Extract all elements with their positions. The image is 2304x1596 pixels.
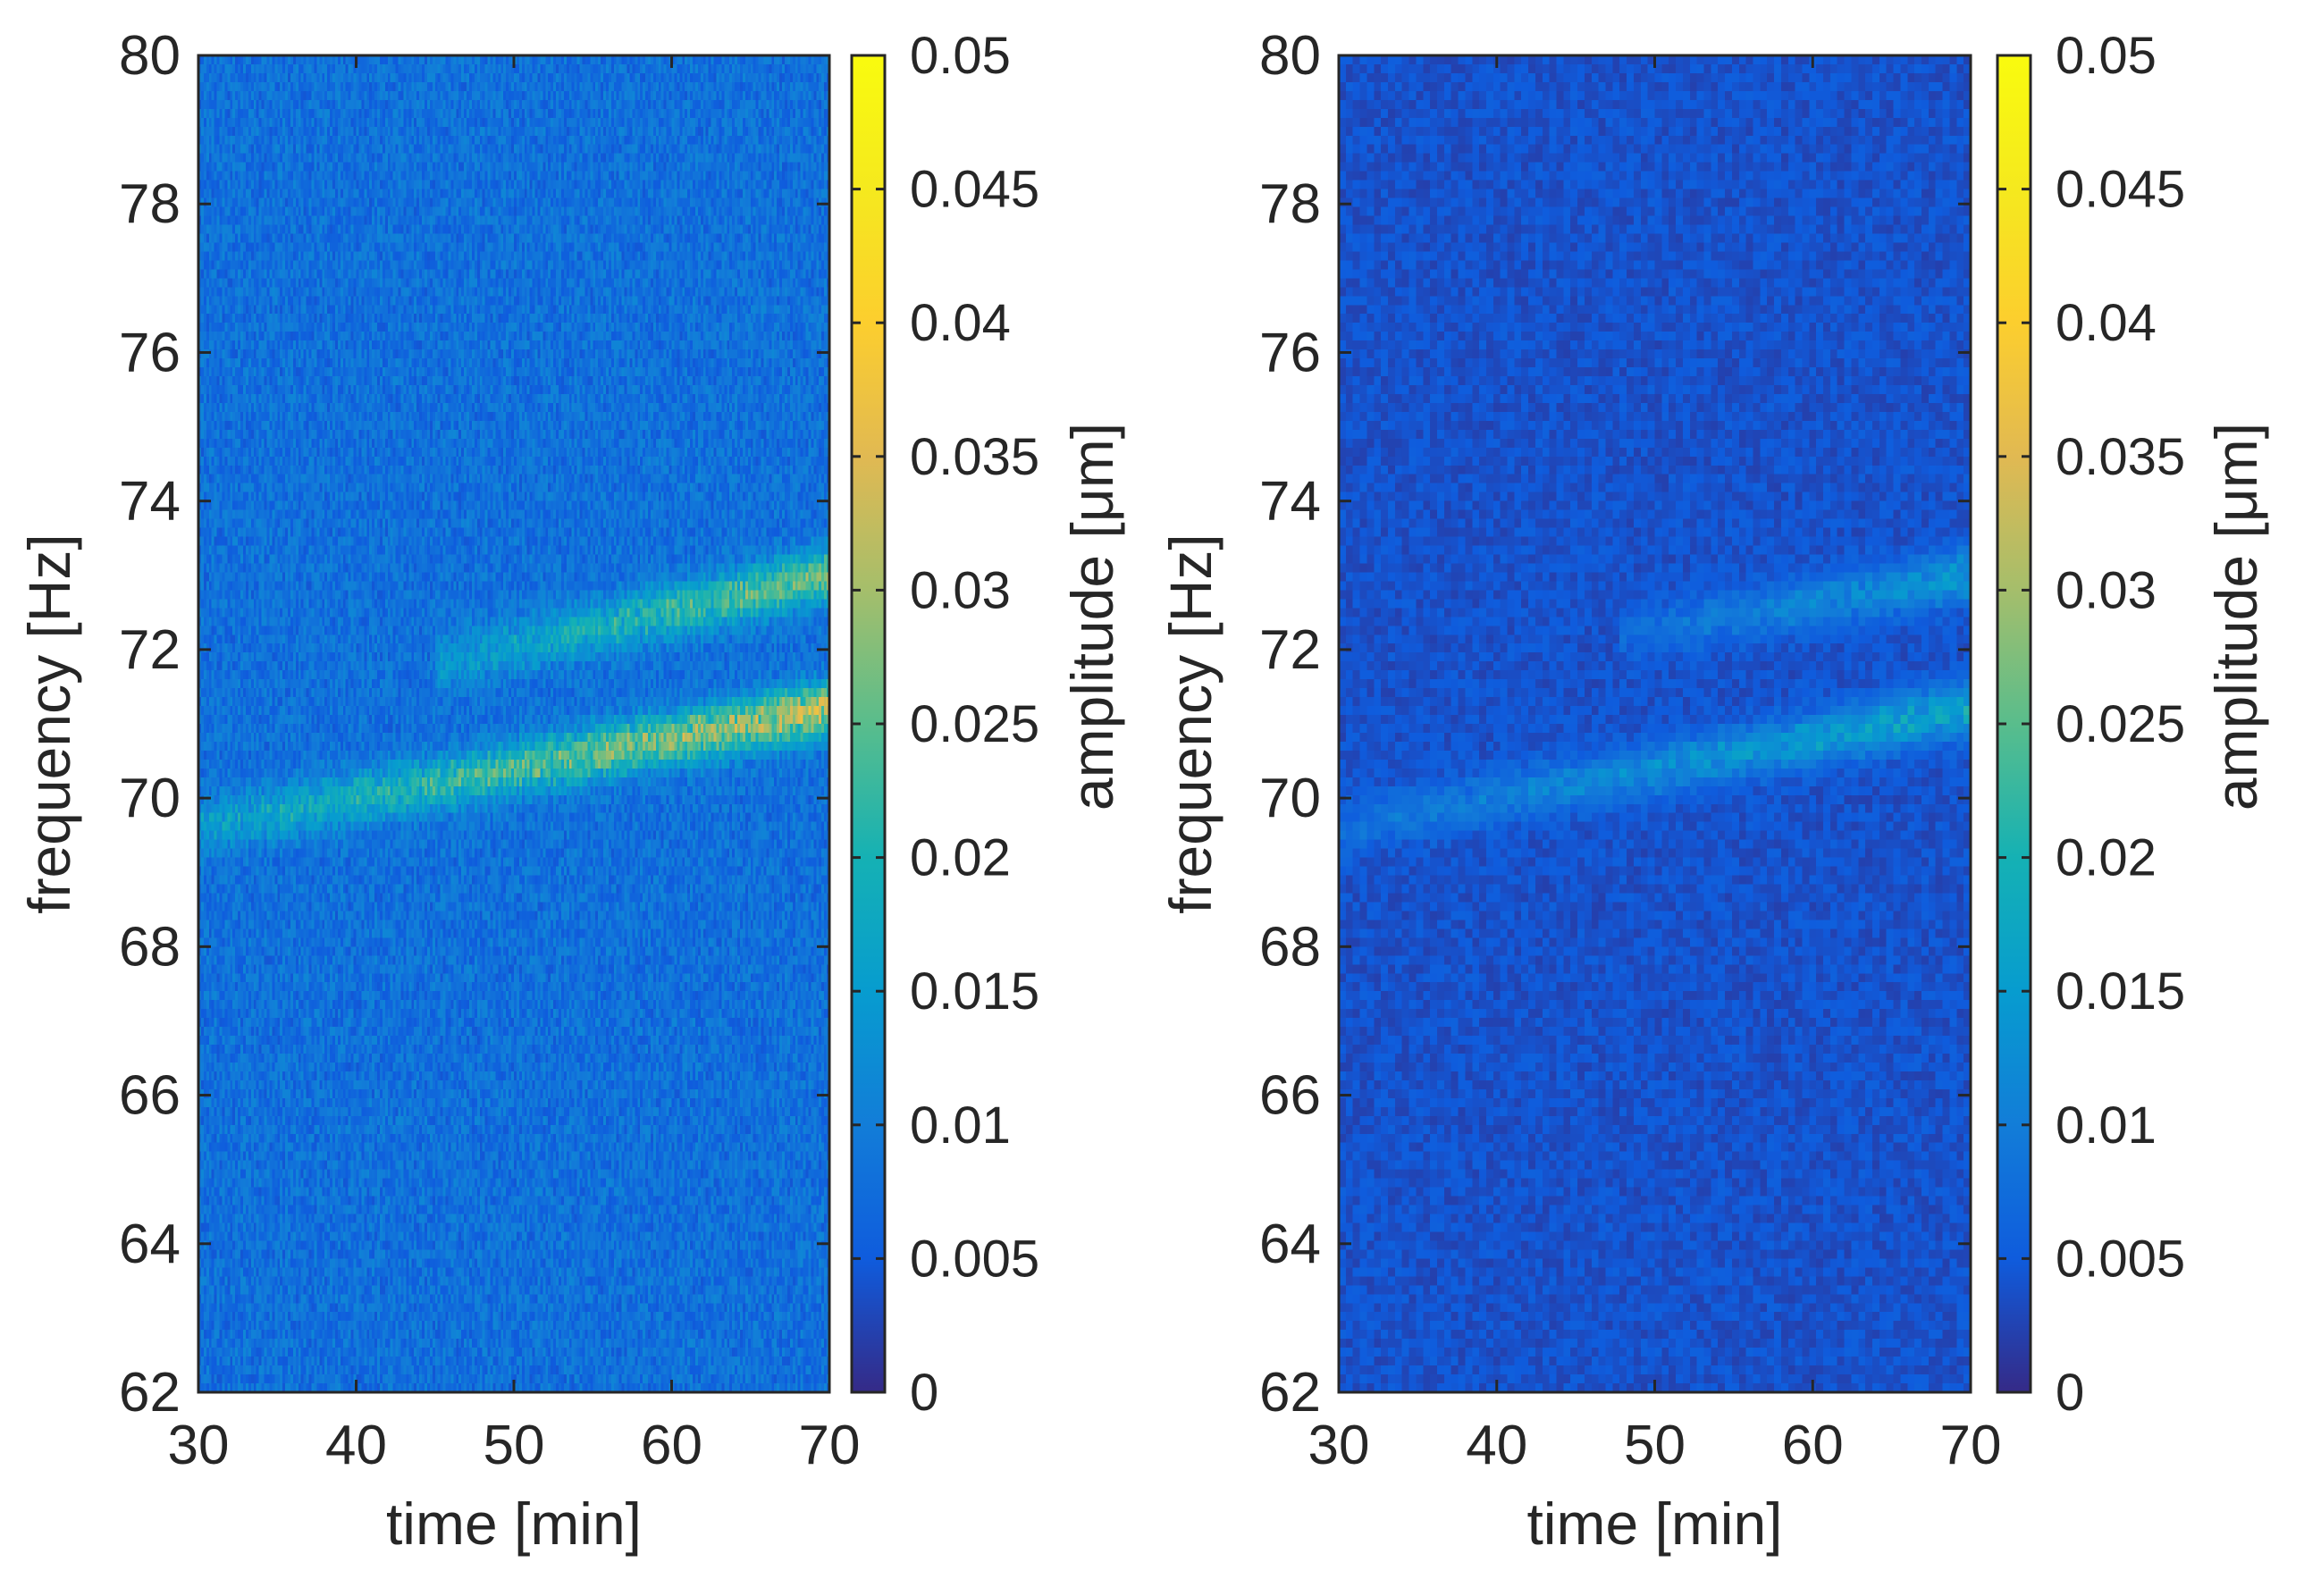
y-axis-label: frequency [Hz] — [1157, 533, 1223, 914]
y-tick-label: 76 — [119, 322, 181, 383]
x-tick-label: 70 — [799, 1415, 861, 1476]
heatmap-image — [198, 55, 829, 1392]
colorbar-tick-label: 0.015 — [910, 962, 1039, 1021]
x-tick-label: 30 — [168, 1415, 230, 1476]
x-axis-label: time [min] — [386, 1491, 642, 1557]
x-tick-label: 40 — [325, 1415, 387, 1476]
y-tick-label: 80 — [119, 25, 181, 87]
colorbar-tick-label: 0.025 — [2056, 695, 2185, 753]
x-tick-label: 60 — [1782, 1415, 1844, 1476]
colorbar-tick-label: 0.05 — [910, 27, 1011, 85]
y-tick-label: 72 — [119, 619, 181, 681]
x-tick-label: 30 — [1308, 1415, 1370, 1476]
y-tick-label: 66 — [1259, 1065, 1321, 1127]
panel-left: 30 40 50 60 70 62 64 66 68 70 72 74 76 78 80 time [min]… — [16, 25, 1125, 1557]
y-tick-label: 74 — [119, 471, 181, 533]
y-tick-label: 62 — [1259, 1362, 1321, 1424]
colorbar-tick-label: 0.005 — [910, 1230, 1039, 1288]
colorbar-tick-label: 0.02 — [2056, 829, 2157, 887]
x-tick-label: 40 — [1466, 1415, 1527, 1476]
colorbar-tick-label: 0.05 — [2056, 27, 2157, 85]
y-tick-label: 78 — [1259, 173, 1321, 235]
y-tick-label: 72 — [1259, 619, 1321, 681]
y-tick-label: 64 — [119, 1214, 181, 1275]
colorbar-tick-label: 0.04 — [2056, 294, 2157, 352]
y-tick-label: 64 — [1259, 1214, 1321, 1275]
y-tick-label: 78 — [119, 173, 181, 235]
y-tick-label: 70 — [119, 768, 181, 829]
y-tick-label: 74 — [1259, 471, 1321, 533]
y-tick-label: 70 — [1259, 768, 1321, 829]
colorbar-tick-label: 0.01 — [910, 1096, 1011, 1155]
colorbar-tick-label: 0 — [910, 1364, 938, 1422]
colorbar-tick-label: 0.03 — [2056, 561, 2157, 619]
colorbar-tick-label: 0 — [2056, 1364, 2084, 1422]
y-tick-label: 76 — [1259, 322, 1321, 383]
x-tick-label: 50 — [1624, 1415, 1686, 1476]
y-tick-label: 62 — [119, 1362, 181, 1424]
colorbar-tick-label: 0.02 — [910, 829, 1011, 887]
colorbar-tick-label: 0.045 — [910, 161, 1039, 219]
colorbar-label: amplitude [μm] — [2203, 423, 2269, 811]
colorbar-tick-label: 0.035 — [910, 428, 1039, 486]
x-tick-label: 50 — [484, 1415, 545, 1476]
colorbar-tick-label: 0.03 — [910, 561, 1011, 619]
x-tick-label: 70 — [1940, 1415, 2002, 1476]
y-tick-label: 80 — [1259, 25, 1321, 87]
colorbar-tick-label: 0.015 — [2056, 962, 2185, 1021]
heatmap-image — [1339, 55, 1971, 1392]
y-axis-label: frequency [Hz] — [16, 533, 82, 914]
colorbar-label: amplitude [μm] — [1059, 423, 1125, 811]
x-tick-label: 60 — [641, 1415, 702, 1476]
y-tick-label: 68 — [119, 916, 181, 978]
colorbar-tick-label: 0.005 — [2056, 1230, 2185, 1288]
colorbar-tick-label: 0.045 — [2056, 161, 2185, 219]
colorbar-tick-label: 0.035 — [2056, 428, 2185, 486]
panel-right: 30 40 50 60 70 62 64 66 68 70 72 74 76 78 80 time [min]… — [1157, 25, 2269, 1557]
y-tick-label: 66 — [119, 1065, 181, 1127]
colorbar-tick-label: 0.025 — [910, 695, 1039, 753]
colorbar-tick-label: 0.01 — [2056, 1096, 2157, 1155]
x-axis-label: time [min] — [1526, 1491, 1782, 1557]
colorbar-tick-label: 0.04 — [910, 294, 1011, 352]
y-tick-label: 68 — [1259, 916, 1321, 978]
